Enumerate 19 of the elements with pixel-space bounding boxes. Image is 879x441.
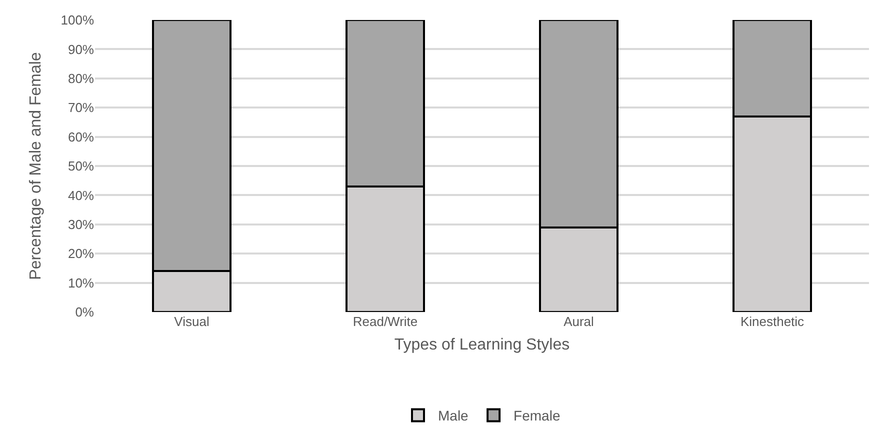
y-axis-title: Percentage of Male and Female bbox=[28, 52, 45, 280]
legend-label: Male bbox=[438, 408, 469, 424]
y-tick-label: 60% bbox=[68, 129, 94, 144]
x-axis-title: Types of Learning Styles bbox=[394, 336, 570, 354]
x-tick-label: Aural bbox=[564, 314, 594, 329]
y-tick-label: 80% bbox=[68, 70, 94, 86]
x-tick-label: Kinesthetic bbox=[740, 314, 805, 329]
x-tick-label: Visual bbox=[174, 314, 210, 329]
y-tick-label: 10% bbox=[68, 275, 94, 290]
y-tick-label: 20% bbox=[68, 246, 94, 262]
y-tick-label: 40% bbox=[68, 188, 94, 203]
y-tick-label: 100% bbox=[60, 12, 94, 28]
x-tick-label: Read/Write bbox=[352, 314, 418, 329]
y-tick-label: 70% bbox=[68, 100, 94, 116]
legend-label: Female bbox=[514, 408, 560, 424]
y-tick-label: 50% bbox=[68, 158, 94, 174]
y-tick-label: 30% bbox=[68, 216, 94, 232]
y-tick-label: 0% bbox=[75, 304, 94, 320]
y-tick-label: 90% bbox=[68, 42, 94, 57]
